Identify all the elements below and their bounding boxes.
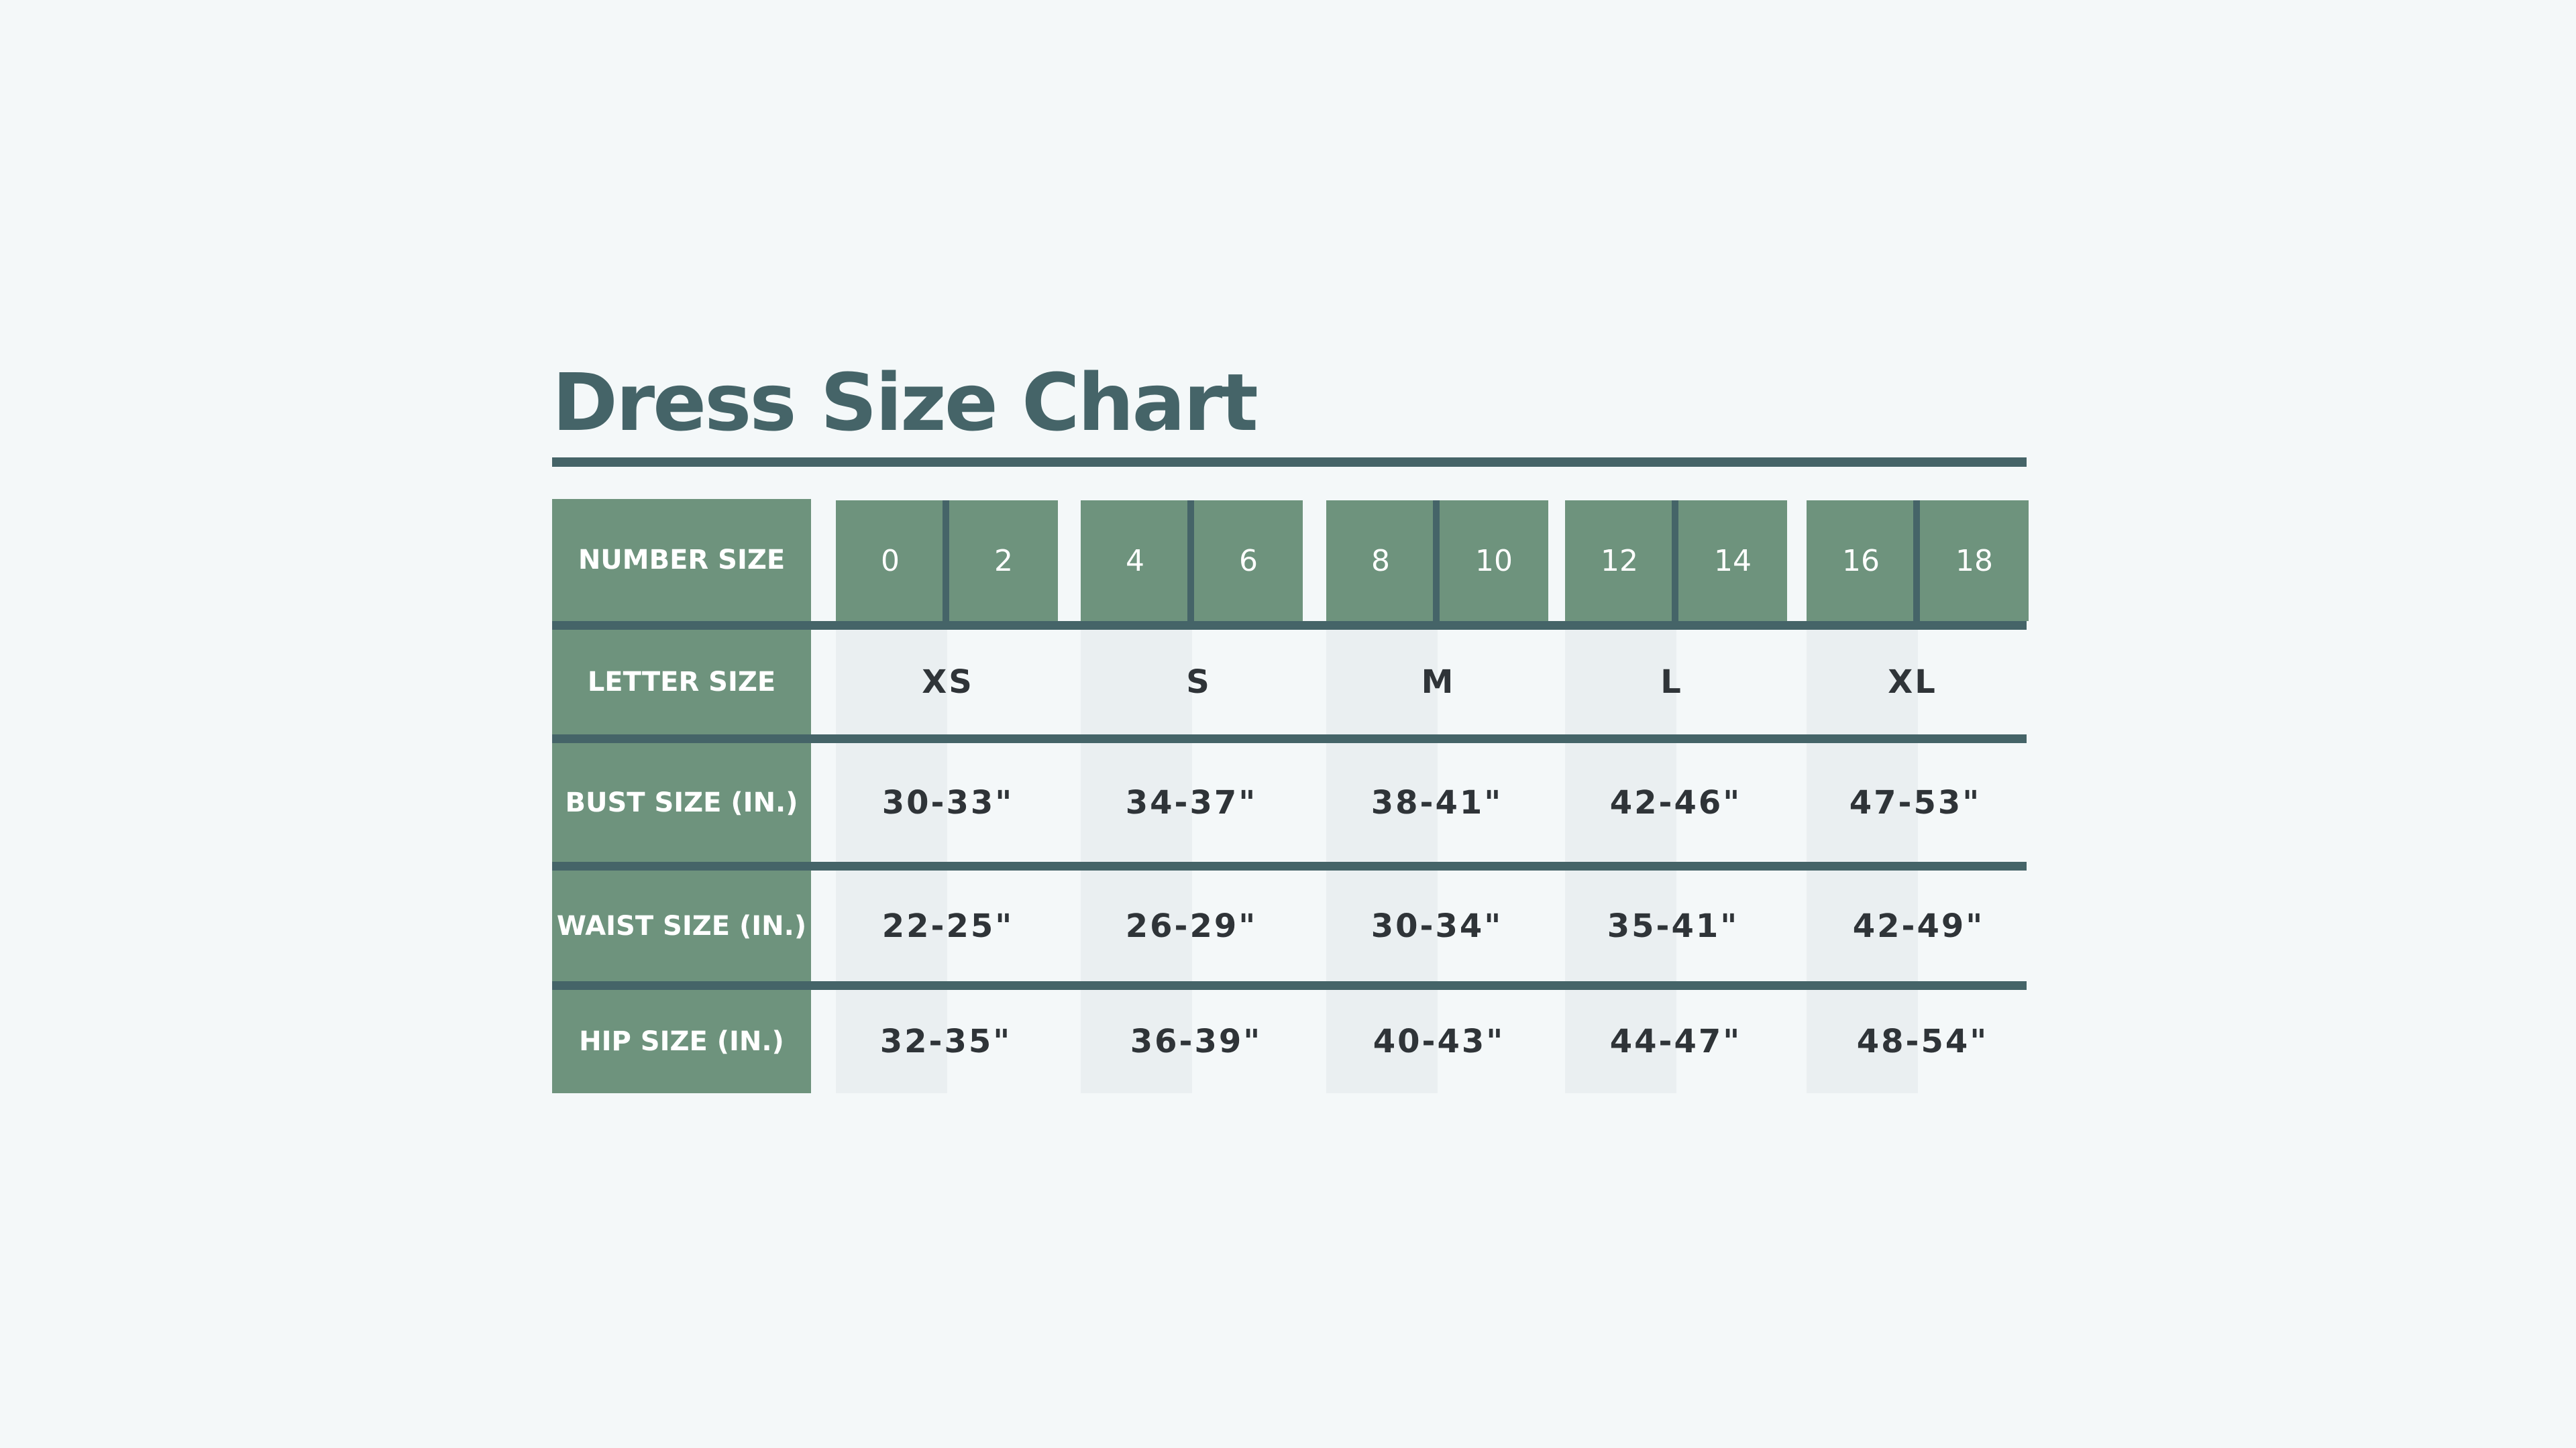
- waist-size-cell: 26-29": [1125, 907, 1258, 945]
- number-size-divider: [943, 500, 951, 621]
- number-size-cell: 16: [1807, 500, 1915, 621]
- title-underline: [552, 457, 2027, 467]
- row-separator: [552, 734, 2027, 743]
- number-size-divider: [1913, 500, 1921, 621]
- number-size-cell: 2: [949, 500, 1058, 621]
- column-shade: [1081, 621, 1192, 1093]
- row-label-number-size: NUMBER SIZE: [552, 499, 811, 621]
- letter-size-cell: L: [1660, 663, 1683, 701]
- column-shade: [836, 621, 947, 1093]
- letter-size-cell: XS: [922, 663, 974, 701]
- row-label-bust-size: BUST SIZE (IN.): [552, 743, 811, 862]
- column-shade: [1807, 621, 1918, 1093]
- number-size-divider: [1433, 500, 1441, 621]
- column-shade: [1326, 621, 1438, 1093]
- number-size-divider: [1672, 500, 1680, 621]
- row-separator: [552, 862, 2027, 871]
- bust-size-cell: 42-46": [1609, 783, 1742, 822]
- page-title: Dress Size Chart: [552, 356, 1258, 449]
- number-size-divider: [1187, 500, 1195, 621]
- waist-size-cell: 22-25": [881, 907, 1014, 945]
- number-size-cell: 12: [1565, 500, 1674, 621]
- waist-size-cell: 30-34": [1371, 907, 1503, 945]
- row-separator: [552, 981, 2027, 990]
- hip-size-cell: 40-43": [1373, 1023, 1505, 1060]
- row-separator: [552, 621, 2027, 630]
- row-label-letter-size: LETTER SIZE: [552, 630, 811, 734]
- letter-size-cell: S: [1186, 663, 1212, 701]
- bust-size-cell: 38-41": [1371, 783, 1503, 822]
- number-size-cell: 18: [1920, 500, 2029, 621]
- number-size-cell: 0: [836, 500, 945, 621]
- waist-size-cell: 42-49": [1852, 907, 1985, 945]
- row-label-waist-size: WAIST SIZE (IN.): [552, 871, 811, 981]
- number-size-cell: 6: [1194, 500, 1303, 621]
- bust-size-cell: 34-37": [1125, 783, 1258, 822]
- letter-size-cell: XL: [1888, 663, 1937, 701]
- bust-size-cell: 47-53": [1849, 783, 1982, 822]
- number-size-cell: 14: [1678, 500, 1787, 621]
- number-size-cell: 8: [1326, 500, 1435, 621]
- hip-size-cell: 48-54": [1856, 1023, 1989, 1060]
- hip-size-cell: 32-35": [879, 1023, 1012, 1060]
- column-shade: [1565, 621, 1676, 1093]
- number-size-cell: 10: [1440, 500, 1548, 621]
- bust-size-cell: 30-33": [881, 783, 1014, 822]
- waist-size-cell: 35-41": [1607, 907, 1739, 945]
- letter-size-cell: M: [1421, 663, 1456, 701]
- hip-size-cell: 36-39": [1130, 1023, 1263, 1060]
- hip-size-cell: 44-47": [1609, 1023, 1742, 1060]
- row-label-hip-size: HIP SIZE (IN.): [552, 990, 811, 1093]
- number-size-cell: 4: [1081, 500, 1189, 621]
